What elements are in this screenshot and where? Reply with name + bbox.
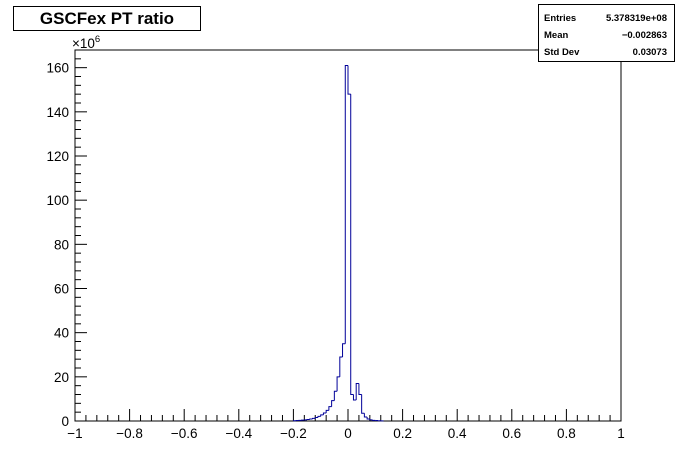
- mean-label: Mean: [544, 29, 569, 41]
- x-tick-label: −0.6: [171, 426, 198, 441]
- stats-row-stddev: Std Dev 0.03073: [544, 43, 667, 61]
- chart-title: GSCFex PT ratio: [13, 6, 201, 31]
- histogram-bin: [336, 376, 340, 392]
- y-tick-label: 140: [46, 105, 69, 120]
- histogram-bin: [350, 94, 354, 395]
- y-tick-label: 100: [46, 193, 69, 208]
- histogram-bin: [344, 64, 348, 344]
- x-tick-label: −0.2: [280, 426, 307, 441]
- histogram-bin: [347, 65, 351, 95]
- x-tick-label: 0.6: [502, 426, 521, 441]
- histogram-bin: [363, 413, 368, 418]
- histogram-bin: [352, 394, 357, 401]
- histogram-bin: [339, 356, 343, 377]
- mean-value: −0.002863: [621, 29, 667, 41]
- histogram-bin: [328, 406, 332, 411]
- histogram-bin: [320, 414, 324, 417]
- entries-label: Entries: [544, 12, 577, 24]
- histogram-bin: [317, 415, 321, 418]
- x-tick-label: 0.8: [557, 426, 576, 441]
- histogram-bin: [333, 390, 338, 401]
- stats-box: Entries 5.378319e+08 Mean −0.002863 Std …: [538, 4, 675, 62]
- histogram-bin: [325, 409, 329, 414]
- x-tick-label: 0: [344, 426, 352, 441]
- y-axis-multiplier: ×106: [72, 34, 100, 51]
- stddev-label: Std Dev: [544, 46, 580, 58]
- histogram-bin: [331, 400, 335, 407]
- x-tick-label: 1: [617, 426, 625, 441]
- plot-frame: [74, 49, 622, 422]
- y-tick-label: 60: [54, 282, 69, 297]
- histogram-bin: [322, 412, 327, 415]
- histogram-bin: [312, 417, 316, 420]
- histogram-bin: [369, 419, 373, 421]
- histogram-bin: [361, 394, 365, 414]
- x-tick-label: −0.4: [225, 426, 252, 441]
- y-tick-label: 40: [54, 326, 69, 341]
- y-tick-label: 120: [46, 149, 69, 164]
- y-tick-label: 80: [54, 237, 69, 252]
- x-tick-label: 0.4: [448, 426, 467, 441]
- histogram-bin: [355, 382, 359, 401]
- y-tick-label: 0: [61, 414, 69, 429]
- entries-value: 5.378319e+08: [605, 12, 667, 24]
- histogram: [292, 64, 384, 422]
- histogram-bin: [358, 383, 362, 395]
- y-tick-label: 160: [46, 61, 69, 76]
- histogram-bin: [366, 417, 370, 420]
- stats-row-entries: Entries 5.378319e+08: [544, 9, 667, 27]
- histogram-bin: [314, 416, 318, 419]
- histogram-bin: [342, 343, 346, 357]
- x-tick-label: −1: [67, 426, 82, 441]
- x-tick-label: 0.2: [393, 426, 412, 441]
- x-tick-label: −0.8: [116, 426, 143, 441]
- x-axis: −1 −0.8 −0.6 −0.4 −0.2 0 0.2 0.4 0.6 0.8 1: [67, 409, 625, 441]
- y-tick-label: 20: [54, 370, 69, 385]
- stddev-value: 0.03073: [632, 46, 667, 58]
- stats-row-mean: Mean −0.002863: [544, 26, 667, 44]
- y-axis: 0 20 40 60 80 100 120 140 160: [46, 49, 87, 429]
